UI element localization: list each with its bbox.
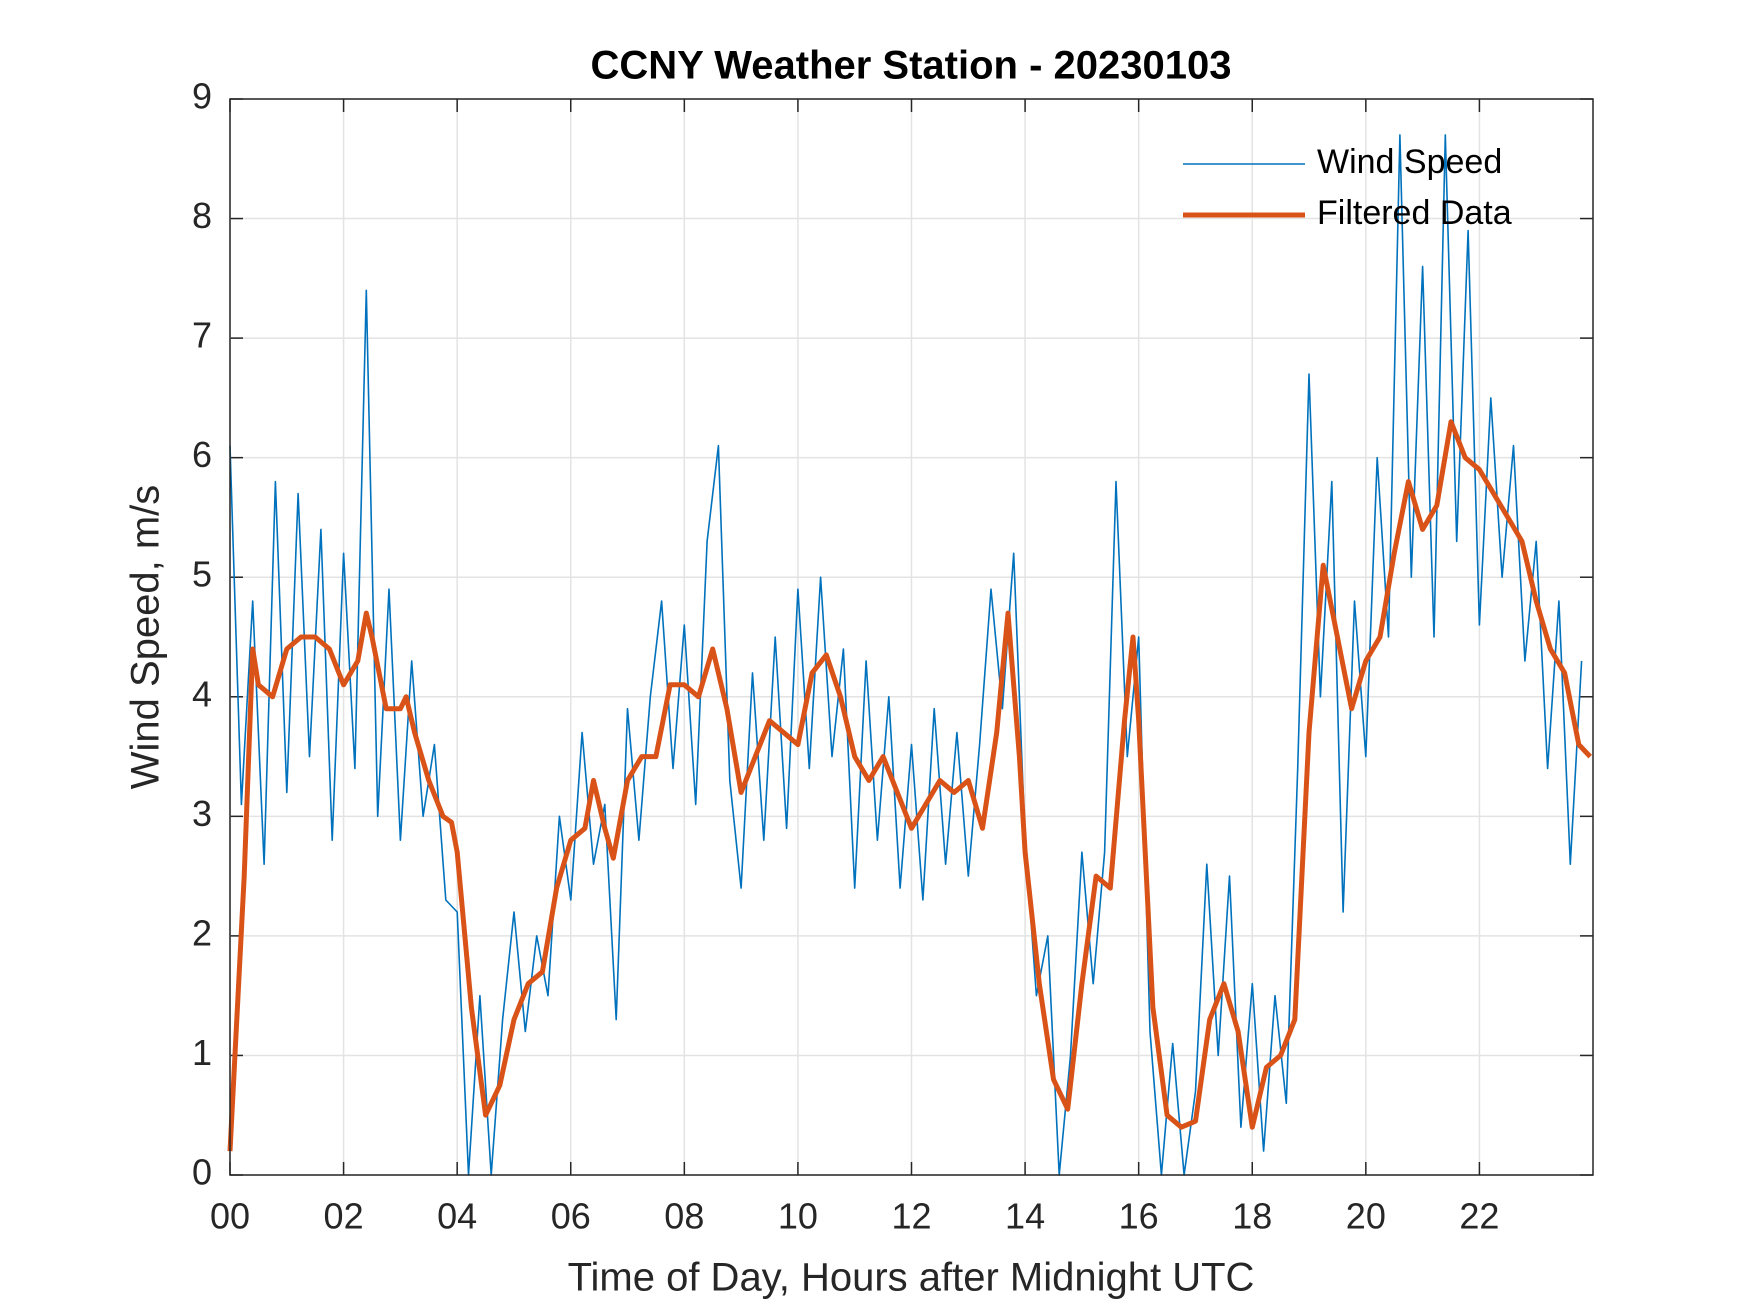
x-tick-label: 00 [210, 1196, 250, 1237]
x-tick-label: 10 [778, 1196, 818, 1237]
x-tick-label: 16 [1119, 1196, 1159, 1237]
x-tick-label: 04 [437, 1196, 477, 1237]
y-tick-label: 1 [192, 1032, 212, 1073]
x-tick-label: 08 [664, 1196, 704, 1237]
x-tick-label: 02 [324, 1196, 364, 1237]
y-tick-label: 8 [192, 195, 212, 236]
x-tick-label: 06 [551, 1196, 591, 1237]
y-tick-label: 0 [192, 1152, 212, 1193]
y-axis-label: Wind Speed, m/s [124, 485, 168, 790]
y-tick-label: 9 [192, 76, 212, 117]
y-tick-label: 7 [192, 315, 212, 356]
y-tick-label: 5 [192, 554, 212, 595]
x-axis-label: Time of Day, Hours after Midnight UTC [568, 1256, 1255, 1300]
y-tick-label: 4 [192, 673, 212, 714]
y-tick-label: 3 [192, 793, 212, 834]
x-tick-label: 22 [1459, 1196, 1499, 1237]
y-tick-label: 2 [192, 912, 212, 953]
x-tick-label: 18 [1232, 1196, 1272, 1237]
x-tick-label: 12 [891, 1196, 931, 1237]
legend-label: Wind Speed [1317, 143, 1502, 181]
data-line [227, 419, 1593, 1152]
x-tick-label: 20 [1346, 1196, 1386, 1237]
chart-title: CCNY Weather Station - 20230103 [591, 44, 1232, 88]
legend-label: Filtered Data [1317, 194, 1512, 232]
plot-frame [229, 98, 1594, 1176]
y-tick-label: 6 [192, 434, 212, 475]
x-tick-label: 14 [1005, 1196, 1045, 1237]
